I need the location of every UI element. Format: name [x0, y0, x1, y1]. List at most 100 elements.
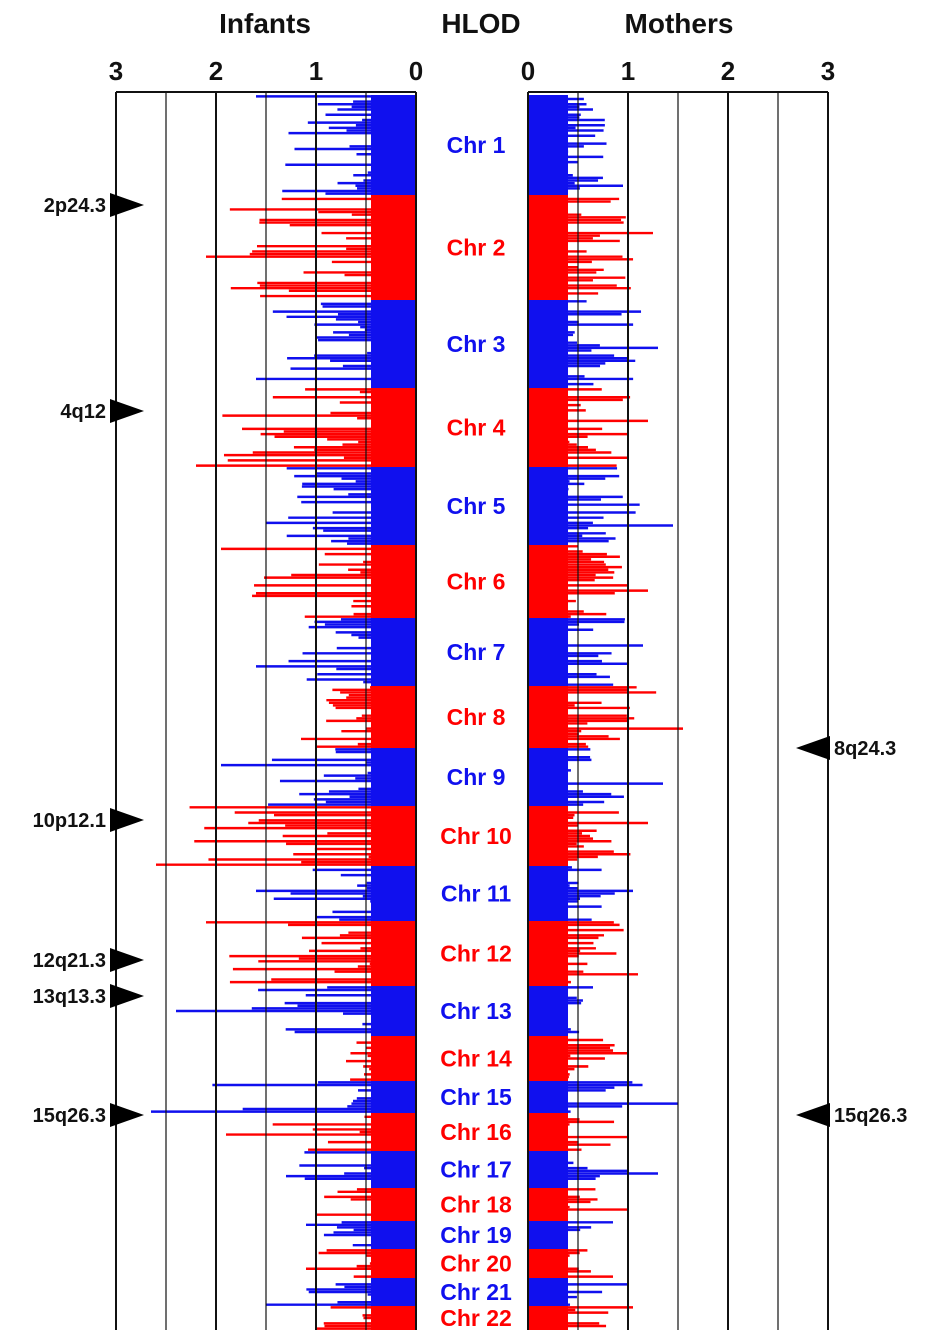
- chromosome-label-16: Chr 16: [440, 1119, 512, 1145]
- chromosome-label-19: Chr 19: [440, 1222, 512, 1248]
- mothers-core-chr22: [528, 1306, 568, 1330]
- chromosome-label-7: Chr 7: [447, 639, 506, 665]
- mothers-core-chr12: [528, 921, 568, 986]
- chromosome-label-15: Chr 15: [440, 1084, 512, 1110]
- mothers-core-chr11: [528, 866, 568, 921]
- chromosome-band-9: [221, 748, 663, 806]
- chromosome-band-1: [256, 95, 623, 195]
- infants-core-chr22: [371, 1306, 416, 1330]
- label-layer: Infants HLOD Mothers Chr 1 Chr 2 Chr 3 Chr …: [33, 8, 908, 1330]
- right-tick-label: 1: [621, 56, 635, 86]
- right-tick-label: 2: [721, 56, 735, 86]
- infants-core-chr13: [371, 986, 416, 1036]
- mothers-core-chr15: [528, 1081, 568, 1113]
- infants-core-chr4: [371, 388, 416, 467]
- marker-label-left: 10p12.1: [33, 810, 106, 832]
- chromosome-label-5: Chr 5: [447, 493, 506, 519]
- chromosome-band-13: [176, 986, 593, 1036]
- chromosome-band-17: [286, 1151, 658, 1188]
- chromosome-band-2: [206, 195, 653, 300]
- mothers-core-chr7: [528, 618, 568, 686]
- infants-core-chr5: [371, 467, 416, 545]
- marker-arrow-left: [110, 948, 144, 972]
- grid-layer: [115, 91, 829, 1330]
- infants-core-chr21: [371, 1278, 416, 1306]
- marker-label-left: 2p24.3: [44, 195, 106, 217]
- marker-label-left: 12q21.3: [33, 950, 106, 972]
- chromosome-band-8: [301, 686, 683, 748]
- infants-core-chr14: [371, 1036, 416, 1081]
- chromosome-label-4: Chr 4: [447, 415, 506, 441]
- infants-core-chr8: [371, 686, 416, 748]
- left-tick-label: 1: [309, 56, 323, 86]
- infants-core-chr17: [371, 1151, 416, 1188]
- chromosome-band-19: [306, 1221, 613, 1249]
- marker-label-right: 8q24.3: [834, 738, 896, 760]
- infants-core-chr9: [371, 748, 416, 806]
- chromosome-label-13: Chr 13: [440, 998, 512, 1024]
- mothers-core-chr20: [528, 1249, 568, 1278]
- infants-core-chr11: [371, 866, 416, 921]
- chromosome-label-22: Chr 22: [440, 1305, 512, 1330]
- marker-arrow-left: [110, 984, 144, 1008]
- chromosome-band-14: [346, 1036, 628, 1081]
- chromosome-band-7: [256, 618, 643, 686]
- infants-core-chr7: [371, 618, 416, 686]
- chromosome-band-22: [316, 1306, 633, 1330]
- infants-core-chr2: [371, 195, 416, 300]
- marker-arrow-left: [110, 1103, 144, 1127]
- mothers-core-chr16: [528, 1113, 568, 1151]
- mothers-core-chr14: [528, 1036, 568, 1081]
- chromosome-band-6: [221, 545, 648, 618]
- infants-core-chr16: [371, 1113, 416, 1151]
- chromosome-label-9: Chr 9: [447, 764, 506, 790]
- chromosome-label-21: Chr 21: [440, 1279, 512, 1305]
- marker-arrow-right: [796, 1103, 830, 1127]
- chromosome-band-5: [266, 467, 673, 545]
- mothers-core-chr18: [528, 1188, 568, 1221]
- chromosome-label-10: Chr 10: [440, 823, 512, 849]
- left-tick-label: 3: [109, 56, 123, 86]
- title-hlod: HLOD: [441, 8, 520, 39]
- infants-core-chr3: [371, 300, 416, 388]
- chromosome-band-21: [266, 1278, 628, 1306]
- marker-arrow-left: [110, 193, 144, 217]
- chromosome-label-18: Chr 18: [440, 1192, 512, 1218]
- marker-label-right: 15q26.3: [834, 1105, 907, 1127]
- mothers-core-chr3: [528, 300, 568, 388]
- marker-label-left: 15q26.3: [33, 1105, 106, 1127]
- mothers-core-chr6: [528, 545, 568, 618]
- mothers-core-chr9: [528, 748, 568, 806]
- mothers-core-chr4: [528, 388, 568, 467]
- infants-core-chr1: [371, 95, 416, 195]
- left-tick-label: 0: [409, 56, 423, 86]
- infants-core-chr12: [371, 921, 416, 986]
- chromosome-label-1: Chr 1: [447, 132, 506, 158]
- chromosome-label-12: Chr 12: [440, 941, 512, 967]
- infants-core-chr10: [371, 806, 416, 866]
- mothers-core-chr13: [528, 986, 568, 1036]
- chromosome-label-2: Chr 2: [447, 235, 506, 261]
- chromosome-band-12: [206, 921, 638, 986]
- title-infants: Infants: [219, 8, 311, 39]
- mothers-core-chr1: [528, 95, 568, 195]
- chromosome-band-4: [196, 388, 648, 467]
- infants-core-chr18: [371, 1188, 416, 1221]
- chromosome-band-10: [156, 806, 648, 866]
- mothers-core-chr10: [528, 806, 568, 866]
- mothers-core-chr5: [528, 467, 568, 545]
- chromosome-band-16: [226, 1113, 628, 1151]
- marker-label-left: 4q12: [60, 401, 106, 423]
- mothers-core-chr2: [528, 195, 568, 300]
- mothers-core-chr21: [528, 1278, 568, 1306]
- chromosome-label-17: Chr 17: [440, 1157, 512, 1183]
- mothers-core-chr19: [528, 1221, 568, 1249]
- right-tick-label: 0: [521, 56, 535, 86]
- marker-arrow-right: [796, 736, 830, 760]
- marker-arrow-left: [110, 399, 144, 423]
- chromosome-label-3: Chr 3: [447, 331, 506, 357]
- chromosome-band-15: [151, 1081, 678, 1113]
- chromosome-band-20: [306, 1249, 613, 1278]
- chromosome-band-11: [256, 866, 633, 921]
